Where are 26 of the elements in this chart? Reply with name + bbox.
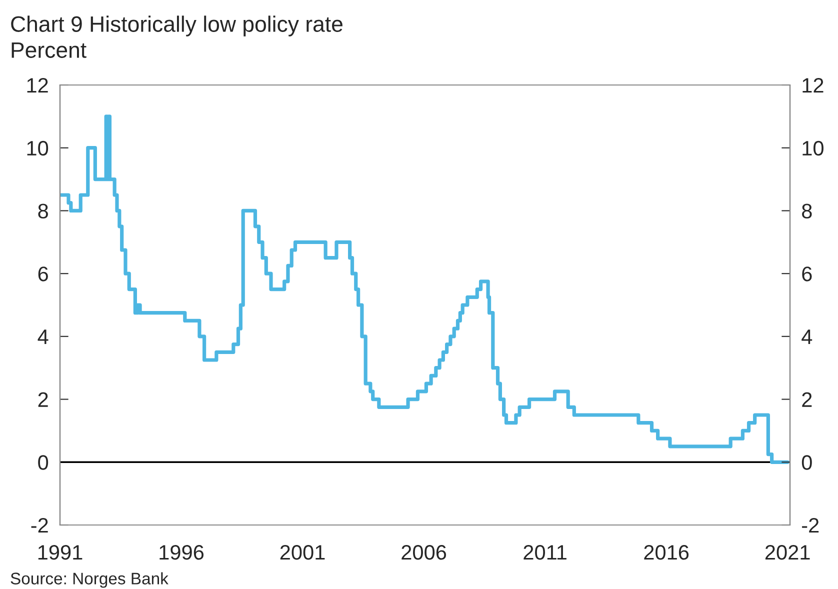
y2-tick-label: 4 — [802, 330, 812, 344]
y-tick-label: 0 — [38, 455, 48, 470]
x-tick-label: 2001 — [280, 544, 325, 560]
chart-title: Chart 9 Historically low policy rate — [11, 16, 342, 36]
y-tick-label: -2 — [31, 518, 48, 533]
y-tick-label: 4 — [38, 330, 48, 344]
y-tick-label: 10 — [27, 140, 48, 156]
y2-tick-label: -2 — [802, 518, 819, 533]
source-note: Source: Norges Bank — [10, 572, 168, 588]
y2-tick-label: 0 — [802, 455, 812, 470]
y-tick-label: 6 — [38, 266, 48, 282]
y2-tick-label: 8 — [802, 204, 812, 218]
y2-tick-label: 12 — [802, 78, 824, 93]
x-tick-label: 2006 — [402, 544, 446, 560]
y-tick-label: 2 — [38, 392, 48, 407]
y2-tick-label: 6 — [802, 266, 812, 282]
y-axis-title: Percent — [12, 42, 86, 58]
x-tick-label: 1991 — [38, 544, 82, 560]
y2-tick-label: 2 — [802, 392, 812, 407]
y-tick-label: 12 — [27, 78, 48, 93]
x-tick-label: 2016 — [644, 544, 689, 560]
y-tick-label: 8 — [38, 204, 48, 218]
x-tick-label: 2021 — [765, 544, 810, 560]
x-tick-label: 1996 — [160, 544, 204, 560]
x-tick-label: 2011 — [524, 544, 566, 560]
y2-tick-label: 10 — [802, 140, 824, 156]
